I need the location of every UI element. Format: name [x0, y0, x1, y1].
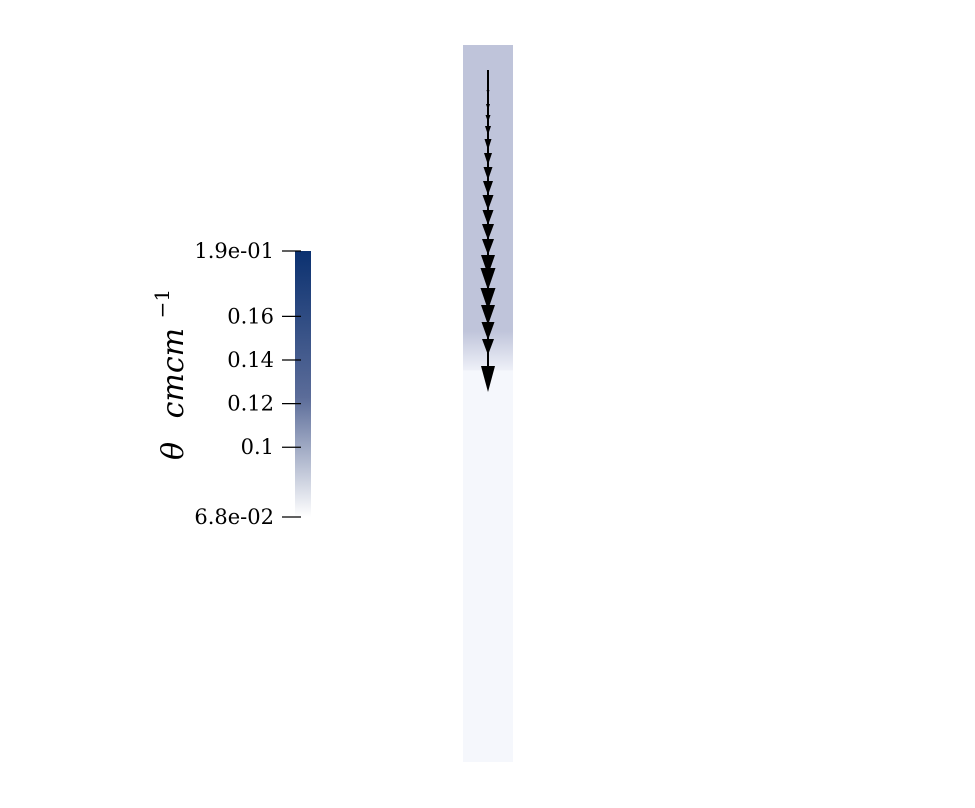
colorbar-tick-label: 0.14	[227, 348, 274, 372]
flux-arrow-head	[485, 126, 491, 135]
colorbar-tick-label: 0.1	[241, 435, 274, 459]
flux-arrow-head	[484, 139, 492, 150]
flux-arrows	[480, 70, 496, 392]
flux-arrow-head	[483, 167, 493, 180]
flux-arrow-head	[486, 90, 490, 95]
flux-arrow-head	[480, 288, 496, 310]
soil-column	[463, 45, 513, 762]
colorbar-title-units: cmcm	[156, 328, 191, 419]
colorbar-tick-label: 0.16	[227, 304, 274, 328]
colorbar-title-exponent: −1	[150, 289, 174, 318]
flux-arrow-head	[481, 255, 495, 275]
flux-arrow-head	[481, 322, 495, 340]
flux-arrow-head	[480, 268, 496, 290]
flux-arrow-head	[484, 153, 492, 165]
colorbar-tick-label: 1.9e-01	[194, 239, 274, 263]
colorbar-ticks: 1.9e-01 0.16 0.14 0.12 0.1 6.8e-02	[194, 239, 301, 529]
flux-arrow-head	[482, 210, 494, 225]
colorbar-title: θ cmcm −1	[150, 289, 191, 460]
colorbar-tick-label: 0.12	[227, 392, 274, 416]
colorbar-tick-label: 6.8e-02	[194, 505, 274, 529]
flux-arrow-head	[487, 76, 489, 80]
flux-arrow-head	[481, 305, 495, 325]
flux-arrow-head	[481, 366, 495, 392]
flux-arrow-head	[482, 239, 494, 255]
flux-arrow-head	[482, 195, 494, 210]
flux-arrow-head	[482, 224, 494, 240]
flux-arrow-head	[482, 339, 494, 355]
flux-arrow-head	[486, 104, 490, 110]
colorbar-title-symbol: θ	[156, 442, 191, 460]
flux-arrow-head	[483, 181, 493, 195]
colorbar: 1.9e-01 0.16 0.14 0.12 0.1 6.8e-02 θ cmcm −1	[150, 239, 311, 529]
flux-arrow-head	[485, 115, 491, 122]
colorbar-gradient	[295, 251, 311, 517]
